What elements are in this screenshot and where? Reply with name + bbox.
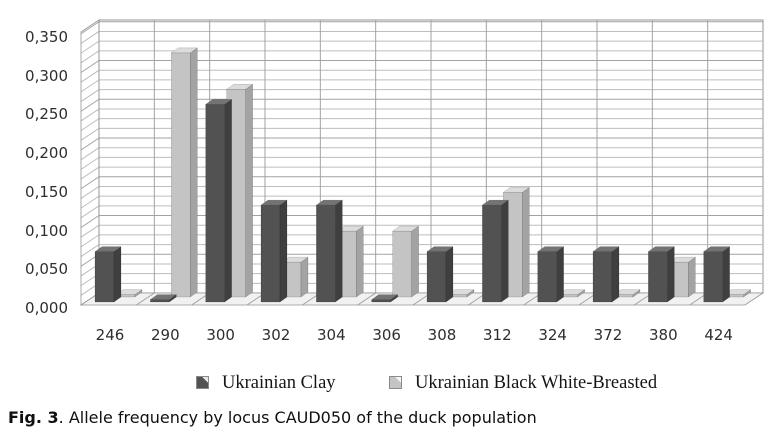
sidewall-hatch-line xyxy=(80,244,100,257)
bar-ukrainian-clay-424 xyxy=(702,246,731,303)
bar-ukrainian-black-white-breasted-372 xyxy=(613,289,641,298)
sidewall-hatch-line xyxy=(80,31,100,44)
y-tick-label-0,000: 0,000 xyxy=(25,299,68,317)
chart-legend: Ukrainian Clay Ukrainian Black White-Bre… xyxy=(0,370,775,402)
x-category-label-324: 324 xyxy=(538,326,567,344)
sidewall-hatch-line xyxy=(80,60,100,73)
sidewall-hatch-line xyxy=(80,156,100,170)
sidewall-hatch-line xyxy=(80,205,100,219)
sidewall-hatch-line xyxy=(80,21,100,35)
bar-ukrainian-clay-308 xyxy=(426,246,454,303)
sidewall-hatch-line xyxy=(80,166,100,180)
sidewall-hatch-line xyxy=(80,89,100,102)
legend-swatch-ukrainian-black-white-breasted xyxy=(389,376,402,389)
x-category-label-424: 424 xyxy=(704,326,733,344)
sidewall-hatch-line xyxy=(80,50,100,64)
sidewall-hatch-line xyxy=(80,147,100,161)
sidewall-hatch-line xyxy=(80,234,100,248)
y-tick-label-0,250: 0,250 xyxy=(25,105,68,124)
legend-item-ukrainian-clay: Ukrainian Clay xyxy=(196,370,336,396)
x-category-label-300: 300 xyxy=(206,326,235,344)
y-tick-label-0,200: 0,200 xyxy=(25,144,68,162)
bar-ukrainian-clay-306 xyxy=(370,294,399,303)
x-category-label-306: 306 xyxy=(372,326,401,344)
sidewall-hatch-line xyxy=(80,137,100,151)
bar-ukrainian-clay-290 xyxy=(149,294,178,303)
x-category-label-246: 246 xyxy=(95,326,125,344)
bar-ukrainian-clay-380 xyxy=(647,246,676,303)
figure-caption-number: Fig. 3 xyxy=(8,408,59,427)
floor-separator xyxy=(136,292,155,306)
bar-ukrainian-clay-372 xyxy=(592,246,620,303)
sidewall-hatch-line xyxy=(80,127,100,141)
sidewall-hatch-line xyxy=(80,224,100,238)
sidewall-hatch-line xyxy=(80,98,100,112)
sidewall-hatch-line xyxy=(80,215,100,228)
y-tick-label-0,100: 0,100 xyxy=(25,221,68,240)
sidewall-hatch-line xyxy=(80,69,100,83)
y-tick-label-0,350: 0,350 xyxy=(25,27,68,46)
bar-ukrainian-black-white-breasted-290 xyxy=(170,47,199,298)
sidewall-hatch-line xyxy=(80,118,100,132)
legend-label-ukrainian-clay: Ukrainian Clay xyxy=(222,373,336,393)
x-category-label-304: 304 xyxy=(317,326,346,344)
y-tick-label-0,050: 0,050 xyxy=(25,260,68,279)
sidewall-hatch-line xyxy=(80,40,100,54)
y-tick-label-0,300: 0,300 xyxy=(25,66,68,85)
sidewall-hatch-line xyxy=(80,195,100,209)
figure-caption: Fig. 3. Allele frequency by locus CAUD05… xyxy=(8,408,537,427)
x-category-label-380: 380 xyxy=(649,326,678,344)
legend-item-ukrainian-black-white-breasted: Ukrainian Black White-Breasted xyxy=(389,370,657,396)
sidewall-hatch-line xyxy=(80,186,100,199)
bar-ukrainian-clay-304 xyxy=(315,199,344,303)
bar-ukrainian-clay-246 xyxy=(94,246,122,303)
bar-ukrainian-clay-300 xyxy=(204,98,233,303)
sidewall-hatch-line xyxy=(80,108,100,122)
x-category-label-308: 308 xyxy=(427,326,457,344)
figure-caption-text: . Allele frequency by locus CAUD050 of t… xyxy=(58,408,537,427)
legend-swatch-ukrainian-clay xyxy=(196,376,209,389)
x-category-label-372: 372 xyxy=(593,326,623,344)
x-category-label-312: 312 xyxy=(483,326,512,344)
bar-ukrainian-clay-312 xyxy=(481,199,510,303)
bar-ukrainian-clay-324 xyxy=(536,246,565,303)
legend-label-ukrainian-black-white-breasted: Ukrainian Black White-Breasted xyxy=(415,373,658,393)
x-category-label-302: 302 xyxy=(261,326,291,344)
floor-separator xyxy=(357,292,376,306)
x-category-label-290: 290 xyxy=(151,326,180,344)
sidewall-hatch-line xyxy=(80,79,100,93)
bar-chart-canvas xyxy=(79,19,765,306)
sidewall-hatch-line xyxy=(80,176,100,190)
bar-ukrainian-clay-302 xyxy=(260,199,288,303)
bar-ukrainian-black-white-breasted-306 xyxy=(391,225,420,298)
y-tick-label-0,150: 0,150 xyxy=(25,182,68,201)
